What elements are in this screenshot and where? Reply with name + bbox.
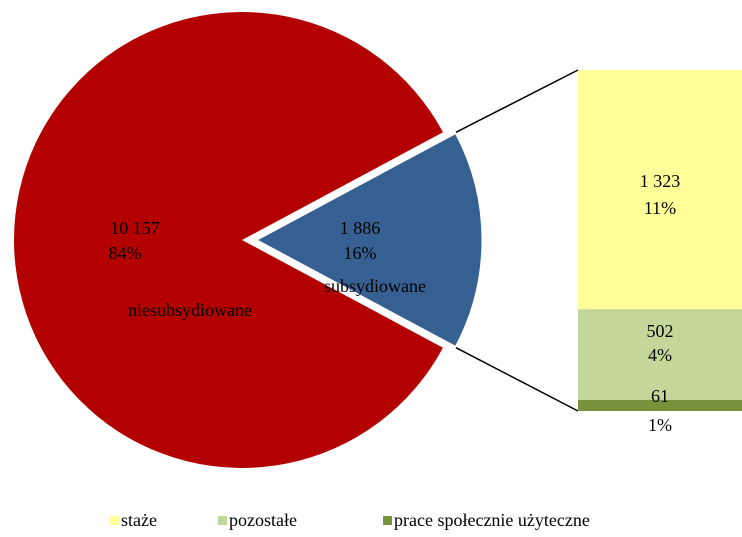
category-label: subsydiowane bbox=[324, 276, 426, 296]
percent-label: 11% bbox=[644, 198, 676, 218]
value-label: 61 bbox=[651, 386, 669, 406]
percent-label: 84% bbox=[109, 243, 142, 263]
value-label: 502 bbox=[647, 321, 674, 341]
legend-swatch bbox=[218, 516, 227, 525]
value-label: 1 886 bbox=[340, 218, 381, 238]
bar-segment bbox=[578, 309, 742, 400]
legend-label: staże bbox=[121, 510, 157, 530]
bar-segment bbox=[578, 399, 742, 411]
pie-slice bbox=[14, 11, 443, 469]
percent-label: 16% bbox=[344, 243, 377, 263]
bar-segment bbox=[578, 70, 742, 310]
connector bbox=[455, 347, 579, 412]
value-label: 1 323 bbox=[640, 171, 681, 191]
percent-label: 4% bbox=[648, 345, 672, 365]
legend-label: pozostałe bbox=[229, 510, 297, 530]
legend-label: prace społecznie użyteczne bbox=[394, 510, 590, 530]
percent-label: 1% bbox=[648, 415, 672, 435]
category-label: niesubsydiowane bbox=[128, 300, 252, 320]
legend-swatch bbox=[383, 516, 392, 525]
value-label: 10 157 bbox=[110, 218, 160, 238]
legend-swatch bbox=[110, 516, 119, 525]
connector bbox=[455, 69, 579, 133]
pie-slice bbox=[251, 130, 485, 350]
